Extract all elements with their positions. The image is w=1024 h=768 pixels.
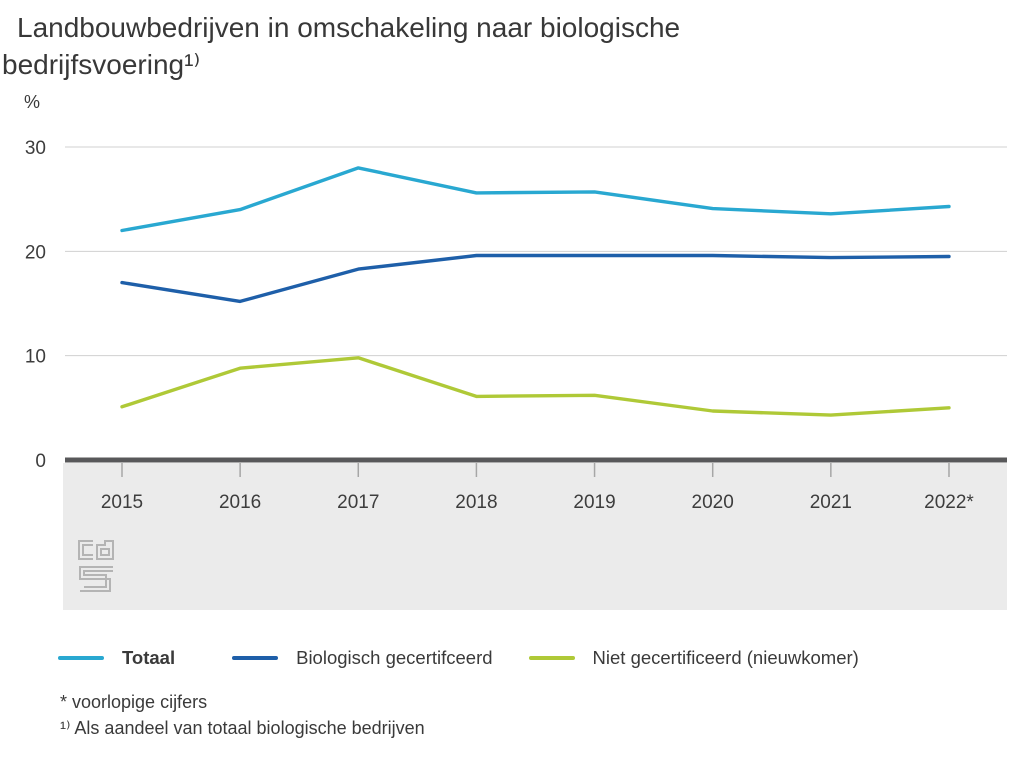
footnote-aandeel-biologische-bedrijven: ¹⁾ Als aandeel van totaal biologische be… (60, 718, 425, 738)
legend-swatch-niet-gecertificeerd (528, 656, 575, 660)
x-axis-band (63, 463, 1007, 610)
legend: Totaal Biologisch gecertifceerd Niet gec… (58, 647, 859, 669)
x-tick-label: 2015 (101, 492, 143, 513)
legend-item-biologisch-gecertificeerd: Biologisch gecertifceerd (232, 647, 493, 669)
y-axis-unit-label: % (24, 92, 41, 112)
series-line-0 (120, 166, 951, 233)
legend-label-biologisch-gecertificeerd: Biologisch gecertifceerd (296, 647, 493, 668)
page-title: Landbouwbedrijven in omschakeling naar b… (2, 12, 681, 80)
legend-label-totaal: Totaal (122, 647, 176, 668)
x-tick-label: 2022* (924, 492, 974, 513)
y-tick-label: 30 (25, 138, 46, 159)
x-tick-label: 2020 (692, 492, 734, 513)
x-tick-label: 2016 (219, 492, 261, 513)
chart-area: 0 10 20 30 2015 2016 2017 2018 2019 2020 2021 2022* (25, 138, 1007, 610)
legend-item-niet-gecertificeerd: Niet gecertificeerd (nieuwkomer) (528, 647, 859, 669)
x-tick-label: 2021 (810, 492, 852, 513)
x-tick-label: 2018 (455, 492, 497, 513)
legend-swatch-totaal (58, 656, 104, 660)
x-tick-label: 2017 (337, 492, 379, 513)
legend-label-niet-gecertificeerd: Niet gecertificeerd (nieuwkomer) (592, 647, 859, 668)
series-line-1 (120, 253, 951, 304)
legend-swatch-biologisch-gecertificeerd (232, 656, 279, 660)
series-line-2 (120, 356, 951, 417)
y-tick-label: 0 (35, 451, 46, 472)
x-tick-label: 2019 (573, 492, 615, 513)
legend-item-totaal: Totaal (58, 647, 175, 669)
footnote-voorlopige-cijfers: * voorlopige cijfers (60, 692, 208, 712)
y-tick-label: 10 (25, 347, 46, 368)
cbs-logo (78, 540, 114, 592)
y-tick-label: 20 (25, 242, 46, 263)
